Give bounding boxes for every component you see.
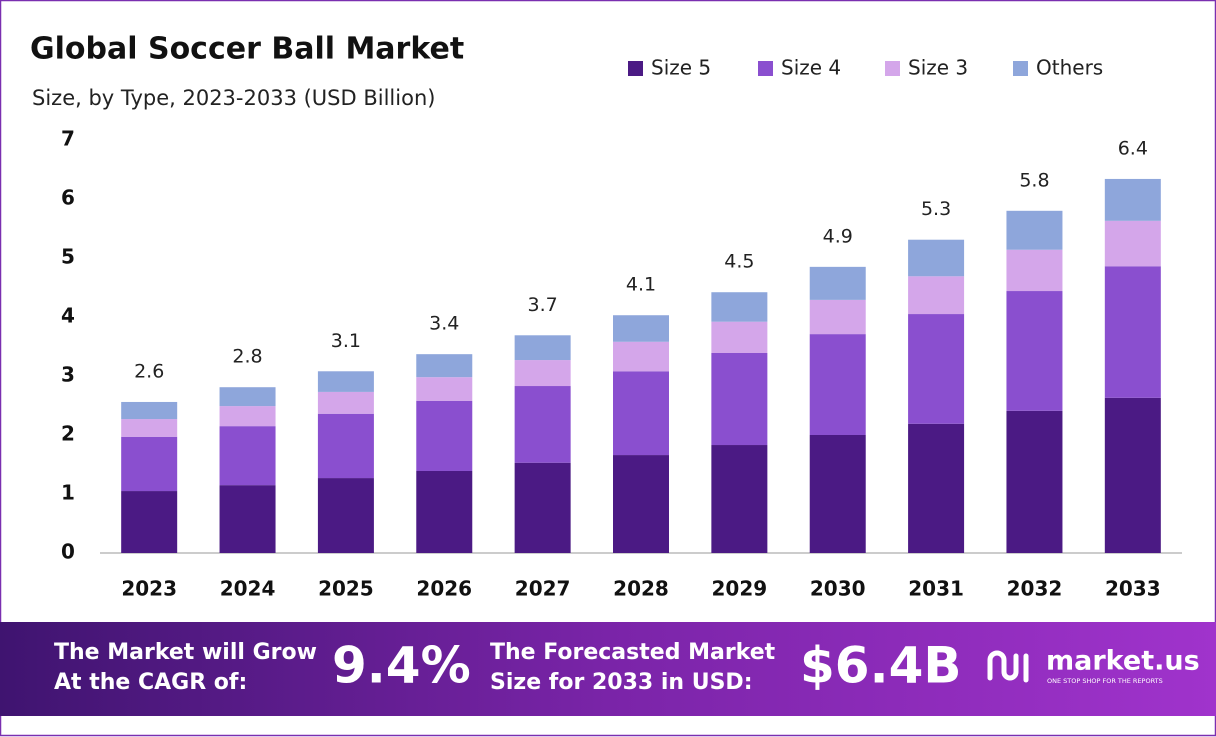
legend-swatch <box>1013 61 1028 76</box>
total-label: 3.4 <box>429 313 459 335</box>
forecast-value: $6.4B <box>800 637 961 695</box>
legend-swatch <box>628 61 643 76</box>
cagr-value: 9.4% <box>332 637 471 695</box>
bar-segment <box>711 292 768 322</box>
tagline: ONE STOP SHOP FOR THE REPORTS <box>1047 677 1163 685</box>
bar-segment <box>613 371 669 456</box>
legend-label: Size 3 <box>908 56 968 80</box>
y-tick-label: 4 <box>61 304 75 328</box>
bar-segment <box>219 426 276 486</box>
bar-segment <box>1104 220 1161 267</box>
chart-subtitle: Size, by Type, 2023-2033 (USD Billion) <box>32 86 435 110</box>
bar-segment <box>1104 397 1161 553</box>
y-tick-label: 2 <box>61 422 75 446</box>
brand-logo <box>987 650 1029 683</box>
x-tick-label: 2032 <box>1007 577 1063 601</box>
bar-segment <box>711 352 768 446</box>
bar-segment <box>711 321 768 353</box>
bar-segment <box>219 406 276 427</box>
legend-label: Size 4 <box>781 56 841 80</box>
x-tick-label: 2028 <box>613 577 669 601</box>
forecast-text: Size for 2033 in USD: <box>490 670 753 695</box>
chart-title: Global Soccer Ball Market <box>30 32 464 67</box>
x-tick-label: 2030 <box>810 577 866 601</box>
bar-segment <box>514 360 571 387</box>
bar-segment <box>121 436 178 492</box>
total-label: 5.3 <box>921 198 951 220</box>
bar-segment <box>121 401 178 420</box>
x-tick-label: 2033 <box>1105 577 1161 601</box>
total-label: 4.9 <box>823 225 853 247</box>
bar-segment <box>416 354 473 378</box>
y-tick-label: 6 <box>61 186 75 210</box>
bar-segment <box>219 387 276 407</box>
bar-segment <box>908 239 965 277</box>
y-tick-label: 1 <box>61 481 75 505</box>
bar-segment <box>1104 266 1161 398</box>
legend-swatch <box>885 61 900 76</box>
bar-segment <box>416 470 473 553</box>
x-tick-label: 2023 <box>121 577 177 601</box>
bar-segment <box>121 419 178 437</box>
bar-segment <box>317 391 374 414</box>
bar-segment <box>416 377 473 401</box>
x-tick-label: 2024 <box>220 577 276 601</box>
total-label: 5.8 <box>1019 169 1049 191</box>
bar-segment <box>1006 291 1063 411</box>
x-tick-label: 2029 <box>712 577 768 601</box>
x-tick-label: 2031 <box>908 577 964 601</box>
bar-segment <box>1006 249 1063 292</box>
y-tick-label: 5 <box>61 245 75 269</box>
bar-segment <box>908 423 965 553</box>
plot: 0 1 2 3 4 5 6 7 2.6 2023 2.8 2024 3.1 2025 3.4 2026 3.7 2… <box>61 56 1182 601</box>
legend-label: Size 5 <box>651 56 711 80</box>
cagr-text: The Market will Grow <box>54 640 317 665</box>
y-tick-label: 0 <box>61 540 75 564</box>
bar-segment <box>908 276 965 315</box>
bar-segment <box>514 462 571 553</box>
total-label: 4.5 <box>724 251 754 273</box>
legend-label: Others <box>1036 56 1103 80</box>
bar-segment <box>809 266 866 300</box>
bar-segment <box>514 386 571 463</box>
total-label: 3.7 <box>528 294 558 316</box>
bar-segment <box>613 341 669 372</box>
bar-segment <box>809 299 866 335</box>
bar-segment <box>613 315 669 342</box>
bar-segment <box>416 400 473 471</box>
brand: market.us <box>1046 646 1200 677</box>
total-label: 2.6 <box>134 360 164 382</box>
total-label: 6.4 <box>1118 137 1148 159</box>
bar-segment <box>121 491 178 553</box>
bar-segment <box>809 334 866 435</box>
bar-segment <box>711 445 768 553</box>
bar-segment <box>317 413 374 479</box>
x-tick-label: 2027 <box>515 577 571 601</box>
y-tick-label: 7 <box>61 127 75 151</box>
bar-segment <box>1006 210 1063 250</box>
bar-segment <box>1006 410 1063 553</box>
total-label: 3.1 <box>331 330 361 352</box>
bar-segment <box>613 455 669 553</box>
legend-swatch <box>758 61 773 76</box>
forecast-text: The Forecasted Market <box>490 640 776 665</box>
bar-segment <box>809 435 866 553</box>
bar-segment <box>908 314 965 424</box>
x-tick-label: 2026 <box>416 577 472 601</box>
bar-segment <box>317 371 374 392</box>
y-tick-label: 3 <box>61 363 75 387</box>
footer-banner <box>0 622 1216 716</box>
bar-segment <box>1104 178 1161 221</box>
bar-segment <box>317 478 374 553</box>
total-label: 4.1 <box>626 274 656 296</box>
x-tick-label: 2025 <box>318 577 374 601</box>
bar-segment <box>219 485 276 553</box>
total-label: 2.8 <box>232 346 262 368</box>
bar-segment <box>514 335 571 361</box>
cagr-text: At the CAGR of: <box>54 670 247 695</box>
